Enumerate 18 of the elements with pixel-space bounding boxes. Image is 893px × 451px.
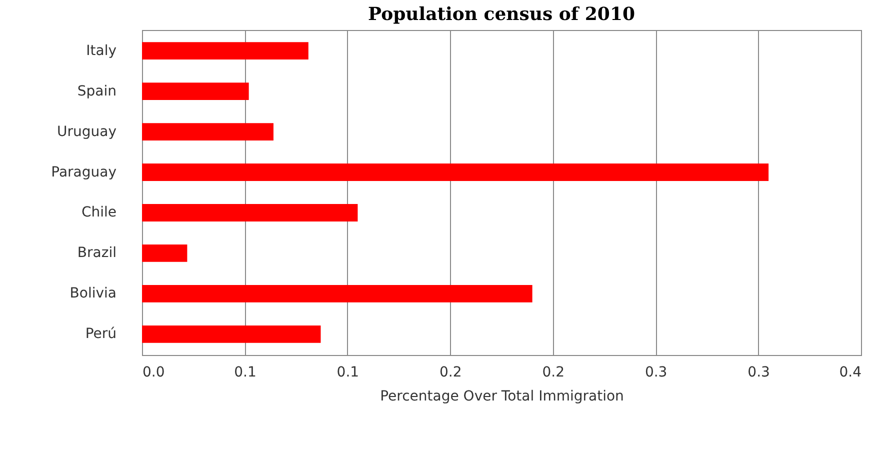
x-tick-label: 0.2: [542, 364, 564, 380]
y-tick-label: Bolivia: [70, 286, 116, 302]
x-axis-title: Percentage Over Total Immigration: [380, 388, 624, 404]
x-tick-label: 0.2: [440, 364, 462, 380]
y-tick-label: Spain: [77, 83, 116, 100]
y-tick-label: Italy: [86, 42, 116, 59]
y-tick-label: Uruguay: [57, 124, 116, 140]
x-tick-label: 0.4: [839, 364, 862, 380]
x-tick-label: 0.0: [142, 364, 165, 380]
x-tick-label: 0.1: [336, 364, 360, 380]
x-tick-label: 0.3: [748, 364, 770, 380]
y-tick-label: Paraguay: [51, 164, 116, 180]
y-tick-label: Perú: [85, 326, 116, 342]
chart-title: Population census of 2010: [368, 4, 635, 25]
y-tick-label: Chile: [81, 204, 116, 221]
y-tick-label: Brazil: [77, 245, 116, 262]
x-tick-label: 0.1: [234, 364, 256, 380]
x-tick-label: 0.3: [644, 364, 668, 380]
